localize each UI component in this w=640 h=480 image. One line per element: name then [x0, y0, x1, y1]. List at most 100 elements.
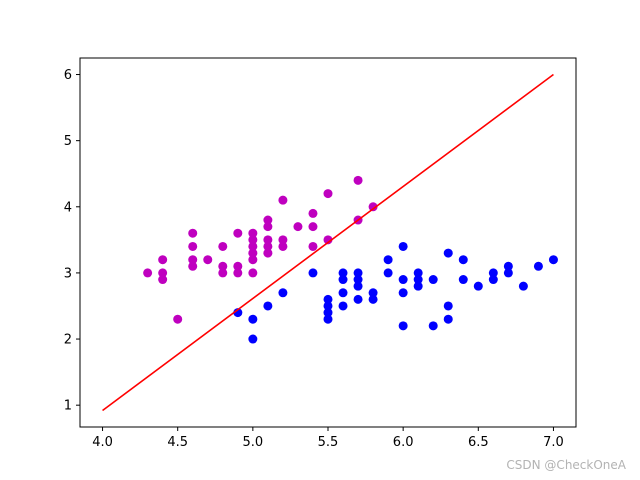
x-tick-label: 6.0: [393, 435, 414, 450]
data-point: [263, 235, 273, 245]
data-point: [413, 281, 423, 291]
data-point: [248, 228, 258, 238]
data-point: [308, 208, 318, 218]
y-tick-label: 2: [64, 333, 72, 348]
data-point: [353, 275, 363, 285]
data-point: [398, 288, 408, 298]
data-point: [428, 275, 438, 285]
data-point: [263, 215, 273, 225]
data-point: [248, 334, 258, 344]
data-point: [443, 301, 453, 311]
data-point: [488, 275, 498, 285]
data-point: [233, 228, 243, 238]
y-tick-label: 1: [64, 399, 72, 414]
data-point: [413, 275, 423, 285]
data-point: [248, 314, 258, 324]
data-point: [158, 275, 168, 285]
data-point: [278, 241, 288, 251]
data-point: [248, 268, 258, 278]
data-point: [248, 235, 258, 245]
data-point: [308, 241, 318, 251]
data-point: [308, 222, 318, 232]
data-point: [248, 248, 258, 258]
y-tick-label: 6: [64, 68, 72, 83]
data-point: [278, 195, 288, 205]
data-point: [188, 241, 198, 251]
data-point: [248, 241, 258, 251]
data-point: [458, 255, 468, 265]
y-tick-label: 5: [64, 134, 72, 149]
data-point: [503, 261, 513, 271]
data-point: [323, 189, 333, 199]
data-point: [173, 314, 183, 324]
data-point: [158, 255, 168, 265]
data-point: [263, 222, 273, 232]
data-point: [263, 301, 273, 311]
decision-line: [102, 73, 554, 412]
data-point: [263, 248, 273, 258]
data-point: [158, 268, 168, 278]
data-point: [398, 275, 408, 285]
data-point: [353, 268, 363, 278]
data-point: [323, 308, 333, 318]
data-point: [323, 314, 333, 324]
data-point: [263, 241, 273, 251]
data-point: [383, 255, 393, 265]
data-point: [218, 268, 228, 278]
y-axis-ticks: 1 2 3 4 5 6: [64, 68, 80, 414]
x-tick-label: 7.0: [543, 435, 564, 450]
data-point: [323, 301, 333, 311]
data-point: [383, 268, 393, 278]
x-axis-ticks: 4.0 4.5 5.0 5.5 6.0 6.5 7.0: [92, 427, 564, 450]
data-point: [503, 268, 513, 278]
data-point: [443, 314, 453, 324]
data-point: [428, 321, 438, 331]
data-point: [533, 261, 543, 271]
data-point: [293, 222, 303, 232]
data-point: [353, 175, 363, 185]
data-point: [368, 294, 378, 304]
data-point: [488, 268, 498, 278]
data-point: [368, 202, 378, 212]
data-point: [323, 294, 333, 304]
data-point: [413, 268, 423, 278]
data-point: [443, 248, 453, 258]
data-point: [398, 321, 408, 331]
data-point: [233, 261, 243, 271]
data-point: [518, 281, 528, 291]
data-point: [338, 275, 348, 285]
data-points: [143, 175, 558, 344]
data-point: [323, 235, 333, 245]
data-point: [548, 255, 558, 265]
data-point: [218, 241, 228, 251]
data-point: [188, 228, 198, 238]
data-point: [233, 268, 243, 278]
data-point: [188, 261, 198, 271]
data-point: [278, 235, 288, 245]
data-point: [368, 288, 378, 298]
data-point: [308, 268, 318, 278]
data-point: [278, 288, 288, 298]
data-point: [218, 261, 228, 271]
data-point: [458, 275, 468, 285]
x-tick-label: 5.0: [243, 435, 264, 450]
watermark: CSDN @CheckOneA: [506, 458, 626, 472]
data-point: [398, 241, 408, 251]
data-point: [233, 308, 243, 318]
data-point: [338, 268, 348, 278]
data-point: [338, 301, 348, 311]
line-series: [102, 73, 554, 412]
data-point: [188, 255, 198, 265]
x-tick-label: 4.0: [92, 435, 113, 450]
data-point: [143, 268, 153, 278]
x-tick-label: 4.5: [167, 435, 188, 450]
data-point: [203, 255, 213, 265]
data-point: [353, 294, 363, 304]
y-tick-label: 4: [64, 200, 72, 215]
x-tick-label: 6.5: [468, 435, 489, 450]
data-point: [353, 281, 363, 291]
x-tick-label: 5.5: [318, 435, 339, 450]
data-point: [248, 255, 258, 265]
data-point: [338, 288, 348, 298]
